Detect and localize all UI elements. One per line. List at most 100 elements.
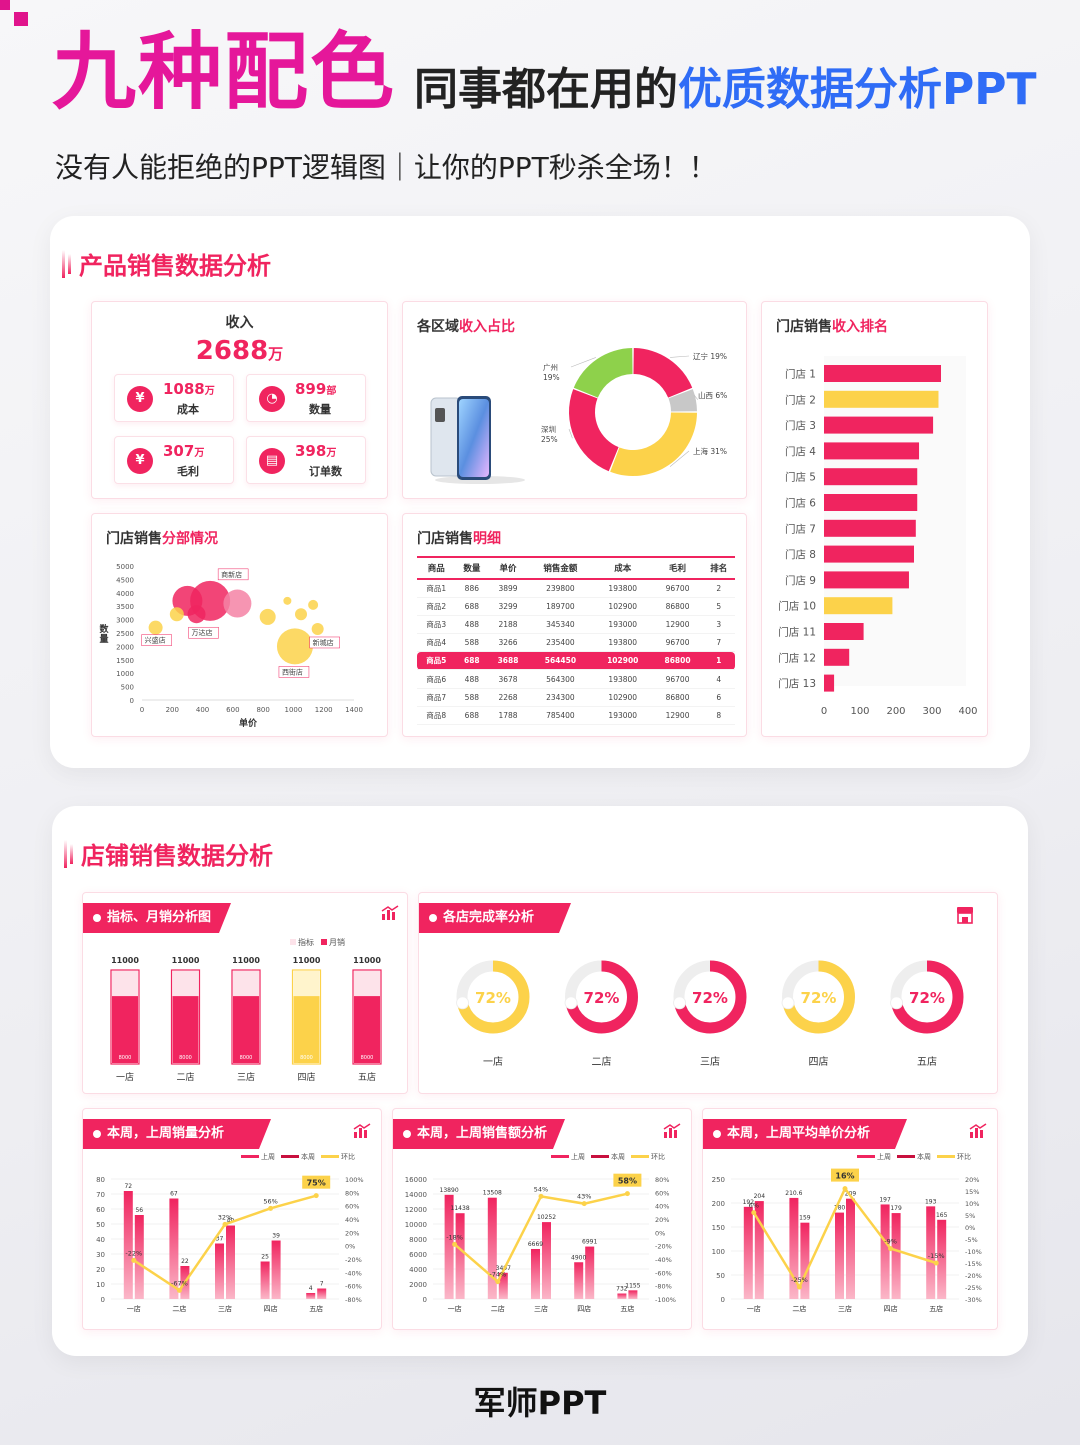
ratio-point [538, 1193, 544, 1199]
table-cell: 86800 [652, 651, 703, 671]
detail-title-accent: 明细 [473, 531, 501, 547]
hero-big-text: 九种配色 [52, 23, 397, 121]
kpi-box-label: 数量 [309, 403, 331, 416]
ring-center [577, 972, 626, 1022]
bar-this-value: 49 [227, 1218, 235, 1225]
donut-slice-4 [573, 348, 633, 398]
bubble-ytick: 5000 [116, 563, 134, 571]
target-value: 11000 [353, 956, 381, 965]
y2-tick: 20% [965, 1176, 979, 1184]
week-qty-ribbon: 本周，上周销量分析 [83, 1119, 271, 1149]
ratio-label: 75% [307, 1179, 326, 1188]
target-bar [112, 971, 138, 997]
bubble-xtick: 800 [256, 706, 269, 714]
region-share-title: 各区域收入占比 [417, 316, 515, 336]
table-cell: 189700 [527, 597, 593, 616]
bubble-label: 新城店 [313, 638, 334, 647]
donut-label-1: 山西 6% [698, 390, 727, 400]
bar-this-week [134, 1215, 144, 1299]
kpi-box-label: 成本 [177, 403, 199, 416]
x-category: 一店 [448, 1304, 462, 1313]
bubble-xtick: 200 [166, 706, 179, 714]
ranking-bar [824, 674, 835, 692]
table-cell: 86800 [652, 597, 703, 616]
y2-tick: -20% [345, 1256, 362, 1264]
panel2-title: 店铺销售数据分析 [64, 836, 273, 871]
bar-this-week [226, 1225, 235, 1299]
ratio-point [581, 1201, 587, 1207]
donut-slice-1 [668, 389, 697, 412]
x-category: 五店 [620, 1304, 634, 1313]
y-tick: 10 [96, 1281, 105, 1289]
ring-progress [673, 960, 747, 1034]
y2-tick: -10% [965, 1248, 982, 1256]
ring-category: 五店 [917, 1055, 937, 1068]
ranking-label: 门店 3 [785, 419, 816, 432]
bar-last-week [880, 1204, 890, 1299]
bubble-point [283, 596, 292, 605]
week-amount-card: 本周，上周销售额分析 上周 本周 环比 0 2000 4000 6000 8000 10000 1… [392, 1108, 692, 1330]
bar-this-week [754, 1201, 764, 1299]
monthly-bar [354, 996, 380, 1063]
y-tick: 10000 [405, 1221, 427, 1229]
x-category: 二店 [172, 1304, 186, 1313]
bar-this-value: 204 [754, 1193, 766, 1200]
table-cell: 564300 [527, 669, 593, 689]
legend-last: 上周 [571, 1152, 585, 1161]
bar-last-value: 37 [216, 1236, 224, 1243]
bar-this-week [800, 1222, 810, 1299]
y-tick: 30 [96, 1251, 105, 1259]
ring-category: 三店 [700, 1055, 720, 1068]
monthly-bar [112, 996, 138, 1063]
legend-swatch-ratio [631, 1155, 649, 1158]
donut-slice-2 [610, 412, 697, 476]
target-bar [293, 971, 320, 997]
ranking-label: 门店 13 [778, 677, 816, 690]
ranking-title: 门店销售收入排名 [776, 316, 888, 336]
bubble-xlabel: 单价 [239, 717, 258, 729]
week-amount-chart: 上周 本周 环比 0 2000 4000 6000 8000 10000 12000 14000 16… [405, 1152, 676, 1313]
y2-tick: -20% [965, 1272, 982, 1280]
kpi-box-label: 订单数 [309, 465, 342, 478]
table-row: 商品4 588 3266 235400 193800 96700 7 [417, 633, 735, 653]
ratio-point [131, 1257, 137, 1263]
table-cell: 588 [455, 633, 489, 653]
bar-this-value: 165 [936, 1212, 948, 1219]
table-cell: 239800 [527, 579, 593, 598]
bar-chart-icon [353, 1123, 371, 1138]
table-cell: 588 [455, 688, 489, 707]
donut-leader-3 [568, 428, 573, 439]
x-category: 三店 [218, 1304, 232, 1313]
donut-slice-0 [633, 348, 693, 398]
ratio-line [453, 1192, 628, 1284]
money-bag-icon: ¥ [127, 386, 153, 412]
ring-center [902, 972, 952, 1022]
table-cell: 1788 [488, 706, 528, 726]
ring-knob [890, 996, 904, 1010]
ratio-label: 54% [534, 1185, 548, 1193]
ratio-label: 6% [749, 1202, 759, 1210]
x-category: 四店 [884, 1304, 898, 1313]
y2-tick: 40% [655, 1203, 669, 1211]
kpi-box: ▤ 398万 订单数 [246, 436, 366, 484]
subtitle: 没有人能拒绝的PPT逻辑图｜让你的PPT秒杀全场！！ [55, 151, 717, 184]
week-amount-ribbon: 本周，上周销售额分析 [393, 1119, 565, 1149]
ring-center [468, 972, 518, 1022]
bar-this-week [891, 1213, 901, 1299]
bubble-point [295, 608, 307, 621]
ranking-label: 门店 7 [785, 522, 816, 535]
ranking-xtick: 0 [821, 706, 827, 717]
y-tick: 12000 [405, 1206, 427, 1214]
ratio-label: 56% [263, 1197, 277, 1205]
x-category: 四店 [577, 1304, 591, 1313]
ring-progress [456, 960, 530, 1034]
product-sales-panel: 产品销售数据分析 收入 2688万 ¥1088万 成本 ◔ 899部 数量 ¥307万 毛利… [50, 216, 1030, 768]
bubble-point [259, 608, 276, 625]
ratio-label: -25% [791, 1276, 808, 1284]
table-cell: 488 [455, 669, 489, 689]
y2-tick: -30% [965, 1296, 982, 1304]
table-cell: 商品2 [417, 597, 456, 616]
y-tick: 20 [96, 1266, 105, 1274]
bar-this-value: 39 [272, 1233, 280, 1240]
y-tick: 16000 [405, 1176, 427, 1184]
